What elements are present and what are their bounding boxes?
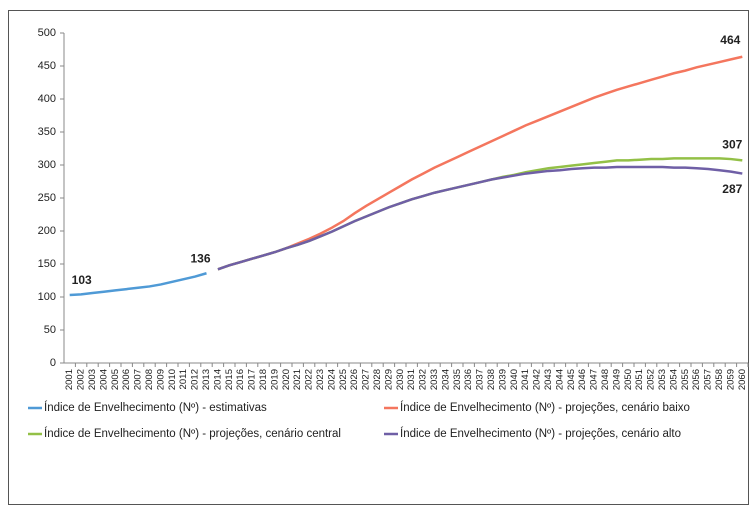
x-tick-label: 2048 (600, 369, 611, 390)
x-tick-label: 2051 (634, 369, 645, 390)
x-tick-label: 2028 (372, 369, 383, 390)
x-tick-label: 2005 (110, 369, 121, 390)
y-tick-label: 300 (38, 159, 56, 171)
x-tick-label: 2056 (691, 369, 702, 390)
x-tick-label: 2034 (440, 369, 451, 390)
legend-label: Índice de Envelhecimento (Nº) - projeçõe… (400, 427, 681, 440)
x-tick-label: 2052 (646, 369, 657, 390)
x-tick-label: 2045 (566, 369, 577, 390)
data-label: 307 (722, 138, 742, 152)
x-tick-label: 2030 (395, 369, 406, 390)
x-tick-label: 2032 (418, 369, 429, 390)
legend-label: Índice de Envelhecimento (Nº) - projeçõe… (400, 401, 690, 414)
x-tick-label: 2020 (281, 369, 292, 390)
x-tick-label: 2057 (703, 369, 714, 390)
data-label: 287 (722, 182, 742, 196)
x-tick-label: 2012 (190, 369, 201, 390)
x-tick-label: 2018 (258, 369, 269, 390)
x-tick-label: 2014 (212, 369, 223, 390)
y-tick-label: 100 (38, 291, 56, 303)
x-tick-label: 2017 (247, 369, 258, 390)
x-tick-label: 2036 (463, 369, 474, 390)
x-tick-label: 2035 (452, 369, 463, 390)
x-tick-label: 2022 (304, 369, 315, 390)
y-tick-label: 250 (38, 192, 56, 204)
x-tick-label: 2007 (133, 369, 144, 390)
x-tick-label: 2021 (292, 369, 303, 390)
y-tick-label: 350 (38, 126, 56, 138)
y-tick-label: 0 (50, 357, 56, 369)
x-tick-label: 2059 (725, 369, 736, 390)
x-tick-label: 2024 (326, 369, 337, 390)
x-tick-label: 2050 (623, 369, 634, 390)
x-tick-label: 2027 (361, 369, 372, 390)
y-tick-label: 150 (38, 258, 56, 270)
x-tick-label: 2046 (577, 369, 588, 390)
x-tick-label: 2029 (383, 369, 394, 390)
x-tick-label: 2058 (714, 369, 725, 390)
x-tick-label: 2054 (668, 369, 679, 390)
y-tick-label: 450 (38, 60, 56, 72)
x-tick-label: 2040 (509, 369, 520, 390)
x-tick-label: 2042 (532, 369, 543, 390)
x-tick-label: 2025 (338, 369, 349, 390)
x-tick-label: 2016 (235, 369, 246, 390)
x-tick-label: 2026 (349, 369, 360, 390)
x-tick-label: 2019 (269, 369, 280, 390)
chart-border (8, 10, 749, 505)
y-tick-label: 50 (44, 324, 56, 336)
x-tick-label: 2015 (224, 369, 235, 390)
x-tick-label: 2055 (680, 369, 691, 390)
x-tick-label: 2009 (155, 369, 166, 390)
y-tick-label: 200 (38, 225, 56, 237)
x-tick-label: 2011 (178, 369, 189, 389)
x-tick-label: 2004 (98, 369, 109, 390)
x-tick-label: 2041 (520, 369, 531, 390)
x-tick-label: 2044 (554, 369, 565, 390)
x-tick-label: 2047 (589, 369, 600, 390)
line-series (217, 55, 743, 271)
x-tick-label: 2006 (121, 369, 132, 390)
x-tick-label: 2010 (167, 369, 178, 390)
x-tick-label: 2002 (76, 369, 87, 390)
x-tick-label: 2001 (64, 369, 75, 390)
x-tick-label: 2033 (429, 369, 440, 390)
legend-label: Índice de Envelhecimento (Nº) - projeçõe… (44, 427, 341, 440)
x-tick-label: 2003 (87, 369, 98, 390)
x-tick-label: 2031 (406, 369, 417, 390)
x-tick-label: 2013 (201, 369, 212, 390)
x-tick-label: 2053 (657, 369, 668, 390)
x-tick-label: 2039 (497, 369, 508, 390)
x-tick-label: 2038 (486, 369, 497, 390)
data-label: 103 (72, 273, 92, 287)
data-label: 136 (190, 251, 210, 265)
legend-label: Índice de Envelhecimento (Nº) - estimati… (44, 401, 267, 414)
line-series (69, 272, 207, 297)
y-tick-label: 400 (38, 93, 56, 105)
x-tick-label: 2043 (543, 369, 554, 390)
x-tick-label: 2049 (611, 369, 622, 390)
x-tick-label: 2008 (144, 369, 155, 390)
line-series (217, 165, 743, 271)
x-tick-label: 2060 (737, 369, 748, 390)
x-tick-label: 2037 (475, 369, 486, 390)
y-tick-label: 500 (38, 27, 56, 39)
data-label: 464 (720, 33, 740, 47)
x-tick-label: 2023 (315, 369, 326, 390)
